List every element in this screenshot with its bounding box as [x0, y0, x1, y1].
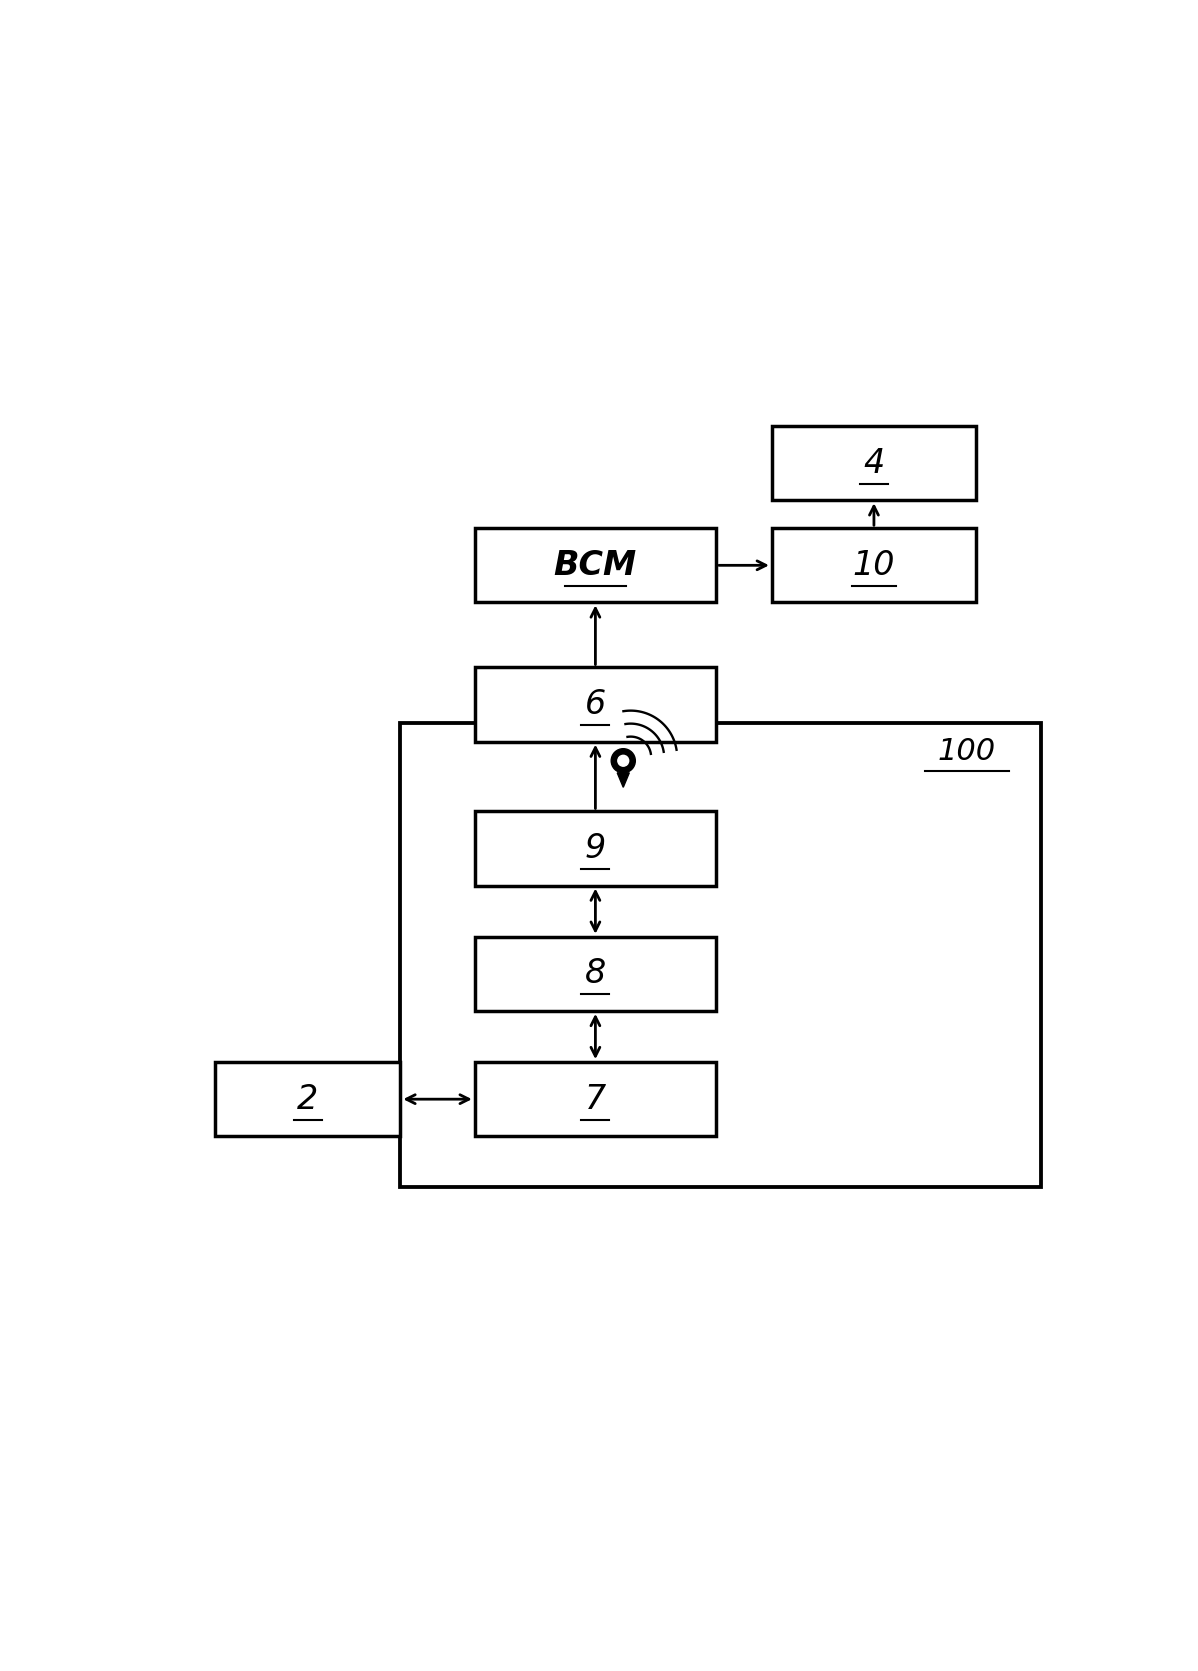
Bar	[772, 426, 976, 500]
Text: 6: 6	[585, 688, 606, 722]
Text: BCM: BCM	[553, 548, 637, 582]
Bar	[474, 528, 716, 603]
Text: 7: 7	[585, 1083, 606, 1116]
Text: 100: 100	[938, 737, 996, 765]
Bar	[474, 812, 716, 886]
Circle shape	[611, 749, 635, 772]
Text: 2: 2	[297, 1083, 319, 1116]
Text: 9: 9	[585, 832, 606, 866]
Text: 10: 10	[853, 548, 895, 582]
Bar	[400, 724, 1041, 1188]
Circle shape	[618, 755, 629, 767]
Bar	[474, 937, 716, 1011]
Text: 8: 8	[585, 957, 606, 991]
Text: 4: 4	[864, 446, 884, 480]
Polygon shape	[617, 772, 629, 787]
Bar	[474, 667, 716, 742]
Bar	[214, 1063, 400, 1136]
Bar	[772, 528, 976, 603]
Bar	[474, 1063, 716, 1136]
